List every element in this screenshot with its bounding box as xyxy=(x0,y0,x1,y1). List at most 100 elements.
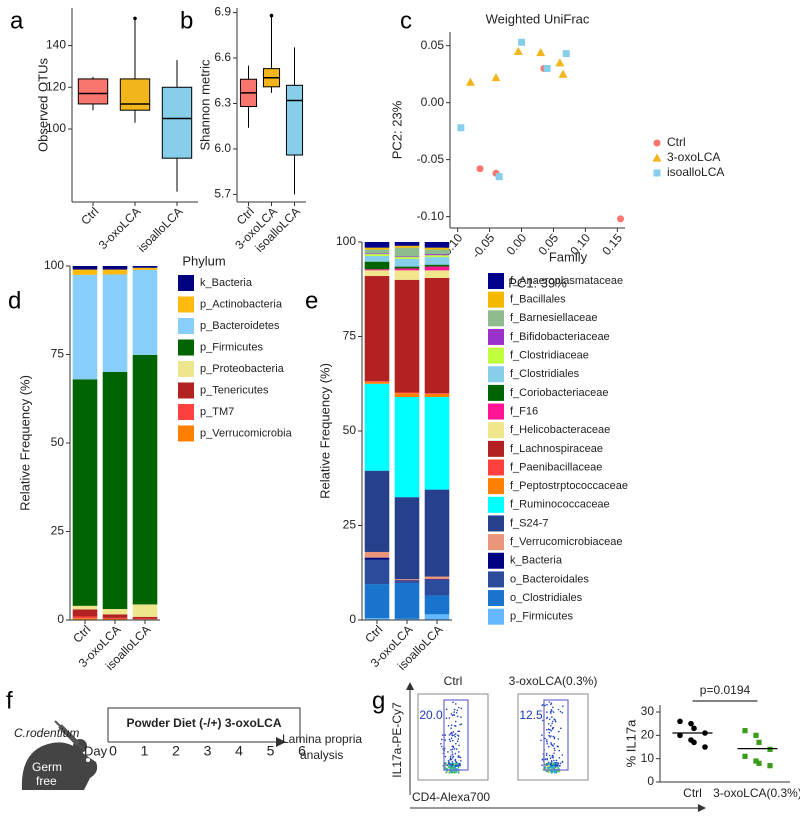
bar-segment xyxy=(132,354,158,605)
day-number: 2 xyxy=(172,743,180,759)
flow-event xyxy=(457,765,460,767)
legend-label: f_Bacillales xyxy=(510,294,566,306)
flow-event xyxy=(445,717,448,719)
point xyxy=(562,50,570,58)
flow-event xyxy=(454,763,456,765)
flow-event xyxy=(554,765,556,767)
bar-segment xyxy=(364,381,390,382)
flow-event xyxy=(448,772,451,774)
flow-event xyxy=(554,719,556,721)
gate-percentage: 12.5 xyxy=(519,708,543,722)
day-label: Day xyxy=(84,743,108,758)
y-tick-label: 100 xyxy=(44,258,64,272)
flow-event xyxy=(455,703,457,705)
legend-label: p_Proteobacteria xyxy=(200,363,285,375)
flow-event xyxy=(544,766,547,768)
point xyxy=(702,744,708,750)
flow-event xyxy=(454,733,457,735)
point xyxy=(753,732,759,738)
point xyxy=(677,718,683,725)
flow-event xyxy=(552,720,554,723)
chart-title: Weighted UniFrac xyxy=(486,11,590,26)
flow-event xyxy=(552,757,554,759)
y-tick-label: 6.0 xyxy=(214,141,231,155)
bar-segment xyxy=(424,242,450,248)
flow-event xyxy=(444,739,447,741)
point xyxy=(617,215,625,223)
bar-segment xyxy=(364,383,390,471)
legend-marker xyxy=(652,153,662,162)
flow-event xyxy=(552,706,554,709)
legend-swatch xyxy=(488,478,504,495)
panel-letter: d xyxy=(8,287,21,314)
y-tick-label: 10 xyxy=(641,751,655,765)
bar-segment xyxy=(394,618,420,620)
flow-event xyxy=(559,762,562,765)
flow-event xyxy=(555,771,558,774)
legend-label: f_Coriobacteriaceae xyxy=(510,387,608,399)
flow-event xyxy=(545,754,548,757)
flow-event xyxy=(542,759,544,761)
bar-segment xyxy=(394,247,420,257)
legend-label: p_Tenericutes xyxy=(200,384,269,396)
x-tick-label: Ctrl xyxy=(683,786,702,800)
flow-event xyxy=(445,708,448,711)
bar-segment xyxy=(424,249,450,255)
x-tick-label: 3-oxoLCA(0.3%) xyxy=(713,786,800,800)
point xyxy=(555,58,565,67)
mouse xyxy=(21,742,98,790)
flow-event xyxy=(457,734,459,737)
flow-event xyxy=(452,731,455,733)
legend-swatch xyxy=(488,590,504,607)
y-tick-label: 0.00 xyxy=(421,95,445,109)
point xyxy=(691,739,697,746)
bar-segment xyxy=(394,582,420,619)
bar-segment xyxy=(424,257,450,265)
flow-event xyxy=(541,734,543,736)
bar-segment xyxy=(424,277,450,394)
legend-swatch xyxy=(488,403,504,420)
flow-event xyxy=(545,739,548,741)
flow-event xyxy=(550,762,552,765)
bar-segment xyxy=(102,617,128,619)
y-axis-label: PC2: 23% xyxy=(389,100,404,159)
y-axis-label: Relative Frequency (%) xyxy=(317,363,332,499)
flow-event xyxy=(458,706,460,709)
flow-event xyxy=(547,761,550,764)
day-number: 3 xyxy=(204,743,212,759)
bar-segment xyxy=(364,253,390,255)
flow-event xyxy=(455,761,458,764)
flow-event xyxy=(550,771,553,773)
bar-segment xyxy=(394,257,420,260)
flow-event xyxy=(550,730,552,732)
bar-segment xyxy=(394,259,420,267)
flow-event xyxy=(441,738,443,741)
flow-event xyxy=(560,727,562,730)
flow-event xyxy=(452,745,454,747)
flow-event xyxy=(454,759,457,762)
legend-swatch xyxy=(488,608,504,625)
treatment: Powder Diet (-/+) 3-oxoLCA xyxy=(126,716,281,730)
bar-segment xyxy=(394,270,420,280)
flow-event xyxy=(452,763,454,766)
bar-segment xyxy=(394,393,420,397)
flow-event xyxy=(455,768,458,770)
legend-label: Ctrl xyxy=(667,135,686,149)
flow-event xyxy=(553,736,556,739)
flow-event xyxy=(451,757,454,759)
day-number: 4 xyxy=(235,743,243,759)
flow-event xyxy=(546,703,548,706)
flow-event xyxy=(454,752,457,755)
flow-event xyxy=(449,770,452,773)
legend-label: p_Verrucomicrobia xyxy=(200,427,293,439)
flow-event xyxy=(548,718,551,721)
point xyxy=(543,64,551,72)
flow-event xyxy=(544,704,546,707)
flow-event xyxy=(552,764,555,767)
point xyxy=(742,753,748,759)
flow-event xyxy=(456,709,459,712)
flow-event xyxy=(557,766,560,768)
flow-event xyxy=(553,752,555,755)
y-tick-label: 0.05 xyxy=(421,38,445,52)
bar-segment xyxy=(102,371,128,610)
